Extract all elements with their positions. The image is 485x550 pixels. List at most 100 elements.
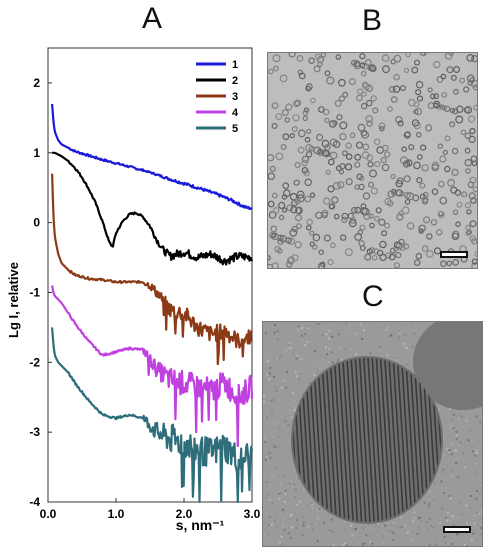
tem-noise-grain xyxy=(263,395,265,398)
nanoparticle xyxy=(466,209,472,215)
nanoparticle xyxy=(278,214,285,221)
nanoparticle xyxy=(414,107,423,116)
tem-noise-grain xyxy=(406,531,409,534)
tem-noise-grain xyxy=(340,358,343,361)
nanoparticle xyxy=(345,142,352,149)
nanoparticle xyxy=(322,108,330,116)
nanoparticle xyxy=(465,224,471,231)
nanoparticle xyxy=(327,158,335,166)
tem-noise-grain xyxy=(321,334,324,336)
tem-noise-grain xyxy=(398,331,401,334)
tem-noise-grain xyxy=(282,533,284,536)
nanoparticle xyxy=(322,150,331,158)
nanoparticle xyxy=(416,132,422,138)
tem-noise-grain xyxy=(343,542,346,545)
tem-noise-grain xyxy=(442,436,445,439)
legend-label-1: 1 xyxy=(232,59,238,71)
nanoparticle xyxy=(350,59,358,66)
nanoparticle xyxy=(459,77,466,84)
nanoparticle xyxy=(430,219,438,226)
tem-noise-grain xyxy=(461,415,464,418)
nanoparticle xyxy=(429,93,436,100)
tem-noise-grain xyxy=(413,517,416,520)
nanoparticle xyxy=(403,131,411,139)
nanoparticle xyxy=(453,66,461,74)
nanoparticle xyxy=(303,107,310,113)
tem-noise-grain xyxy=(271,399,274,401)
tem-noise-grain xyxy=(375,524,378,527)
tem-noise-grain xyxy=(466,522,469,525)
nanoparticle xyxy=(356,88,364,95)
nanoparticle xyxy=(338,169,345,175)
nanoparticle xyxy=(401,206,410,215)
tem-noise-grain xyxy=(350,347,353,350)
tem-noise-grain xyxy=(477,477,480,480)
nanoparticle xyxy=(403,191,411,199)
nanoparticle xyxy=(370,187,379,195)
tem-noise-grain xyxy=(269,366,272,369)
tem-noise-grain xyxy=(430,502,433,505)
tem-noise-grain xyxy=(297,337,300,340)
tem-noise-grain xyxy=(443,535,446,538)
tem-noise-grain xyxy=(343,520,346,523)
nanoparticle xyxy=(342,91,349,98)
tem-noise-grain xyxy=(390,523,393,526)
tem-noise-grain xyxy=(295,505,298,508)
tem-noise-grain xyxy=(270,399,273,402)
tem-noise-grain xyxy=(439,512,442,515)
tem-image-b-picture xyxy=(268,53,477,268)
tem-noise-grain xyxy=(289,514,292,517)
nanoparticle xyxy=(273,207,280,214)
tem-noise-grain xyxy=(269,540,272,543)
tem-noise-grain xyxy=(277,357,280,360)
tem-noise-grain xyxy=(272,376,275,378)
tem-noise-grain xyxy=(349,330,351,333)
tem-noise-grain xyxy=(428,502,431,505)
plot-frame xyxy=(47,47,253,503)
nanoparticle xyxy=(281,194,288,200)
tem-noise-grain xyxy=(374,524,377,527)
nanoparticle xyxy=(447,178,455,187)
tem-noise-grain xyxy=(438,407,441,410)
tem-noise-grain xyxy=(337,333,340,336)
nanoparticle xyxy=(435,102,443,110)
nanoparticle xyxy=(418,224,426,232)
tem-noise-grain xyxy=(431,528,434,531)
tem-noise-grain xyxy=(439,522,442,525)
tem-noise-grain xyxy=(414,545,417,546)
nanoparticle xyxy=(329,120,337,128)
nanoparticle xyxy=(440,73,447,80)
nanoparticle xyxy=(415,89,422,96)
lattice-fringe xyxy=(383,358,397,522)
nanoparticle xyxy=(327,259,334,266)
nanoparticle xyxy=(315,211,323,219)
tem-noise-grain xyxy=(352,532,355,535)
tem-noise-grain xyxy=(467,439,470,442)
tem-noise-grain xyxy=(462,494,464,497)
nanoparticle xyxy=(291,254,299,262)
nanoparticle xyxy=(381,230,388,237)
nanoparticle xyxy=(268,232,276,239)
tem-noise-grain xyxy=(450,453,453,456)
nanoparticle xyxy=(296,190,305,199)
tem-noise-grain xyxy=(289,481,292,484)
nanoparticle xyxy=(326,76,335,85)
tem-noise-grain xyxy=(286,371,289,374)
nanoparticle xyxy=(361,81,369,88)
tem-noise-grain xyxy=(385,329,388,331)
tem-noise-grain xyxy=(446,542,449,545)
nanoparticle xyxy=(423,216,431,224)
tem-noise-grain xyxy=(279,485,282,488)
tem-noise-grain xyxy=(383,544,386,546)
tem-noise-grain xyxy=(302,534,304,537)
nanoparticle xyxy=(416,177,423,184)
tem-noise-grain xyxy=(418,517,420,520)
tem-noise-grain xyxy=(474,514,477,517)
nanoparticle xyxy=(354,153,362,161)
legend-label-3: 3 xyxy=(232,91,238,103)
tem-noise-grain xyxy=(475,545,478,546)
nanoparticle xyxy=(268,68,274,75)
tem-noise-grain xyxy=(406,363,409,366)
tem-noise-grain xyxy=(332,323,335,326)
tem-noise-grain xyxy=(386,354,389,357)
